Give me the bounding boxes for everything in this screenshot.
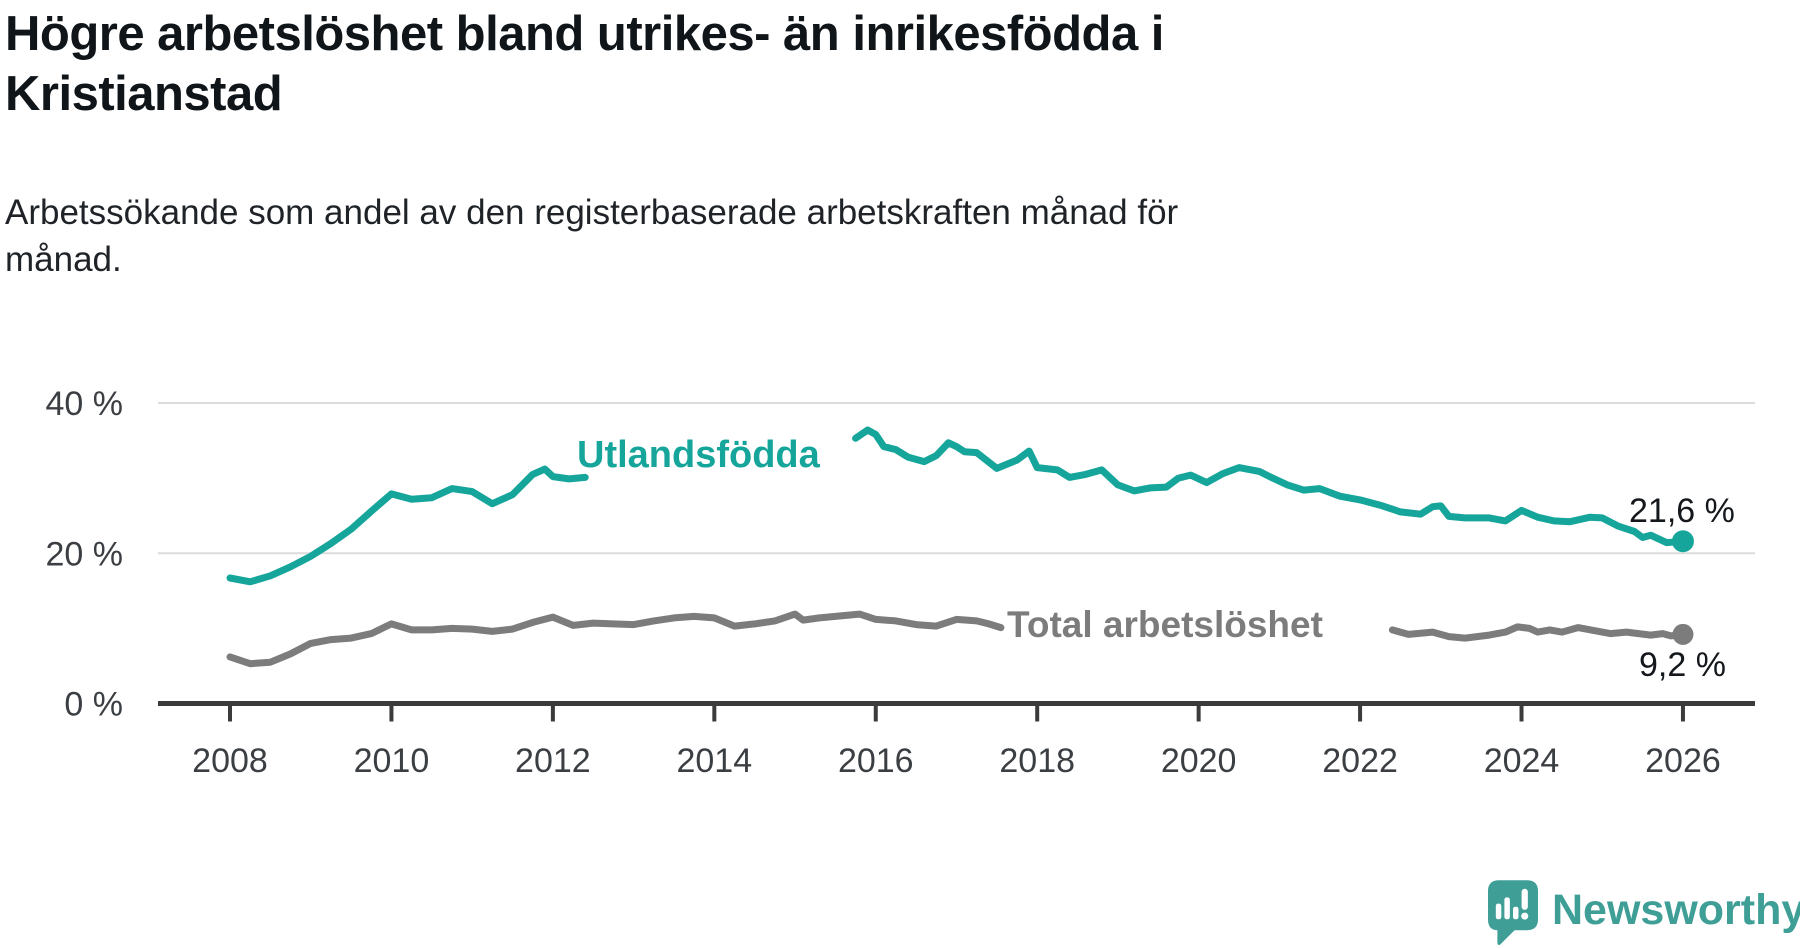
page-title-line-2: Kristianstad <box>5 67 283 122</box>
chart-subtitle-line-2: månad. <box>5 239 122 279</box>
y-tick-label: 40 % <box>46 385 124 423</box>
x-tick-label: 2026 <box>1645 742 1721 780</box>
series-end-dot-total <box>1672 623 1694 645</box>
logo-bar-3 <box>1513 906 1519 920</box>
x-tick-label: 2008 <box>192 742 268 780</box>
x-tick-label: 2018 <box>999 742 1075 780</box>
end-value-label-total: 9,2 % <box>1639 646 1726 684</box>
x-tick-label: 2010 <box>354 742 430 780</box>
chart-subtitle: Arbetssökande som andel av den registerb… <box>5 190 1178 284</box>
x-tick-label: 2020 <box>1161 742 1237 780</box>
newsworthy-logo-icon <box>1488 880 1538 946</box>
page-title-line-1: Högre arbetslöshet bland utrikes- än inr… <box>5 7 1164 61</box>
x-tick-label: 2016 <box>838 742 914 780</box>
x-tick-label: 2024 <box>1484 742 1560 780</box>
newsworthy-brand-text: Newsworthy <box>1552 886 1800 934</box>
y-tick-label: 20 % <box>46 535 124 573</box>
series-line-total <box>226 610 1005 668</box>
chart-subtitle-line-1: Arbetssökande som andel av den registerb… <box>5 193 1179 232</box>
newsworthy-brand: Newsworthy <box>1488 880 1800 948</box>
series-label-total-arbetsloshet: Total arbetslöshet <box>1007 604 1323 645</box>
logo-exclamation-dot <box>1521 912 1529 920</box>
series-line-utlandsfodda <box>226 465 589 586</box>
x-tick-label: 2012 <box>515 742 591 780</box>
page-title: Högre arbetslöshet bland utrikes- än inr… <box>5 4 1164 125</box>
y-tick-label: 0 % <box>64 686 123 724</box>
series-end-dot-utlandsfodda <box>1671 530 1694 553</box>
x-tick-label: 2014 <box>676 742 752 780</box>
end-value-label-utlandsfodda: 21,6 % <box>1629 492 1735 530</box>
logo-bar-1 <box>1495 903 1502 920</box>
series-line-utlandsfodda <box>852 426 1687 547</box>
logo-exclamation-bar <box>1521 888 1528 910</box>
series-line-total <box>1388 623 1687 642</box>
x-tick-label: 2022 <box>1322 742 1398 780</box>
logo-bar-2 <box>1504 897 1510 920</box>
series-label-utlandsfodda: Utlandsfödda <box>577 434 820 476</box>
